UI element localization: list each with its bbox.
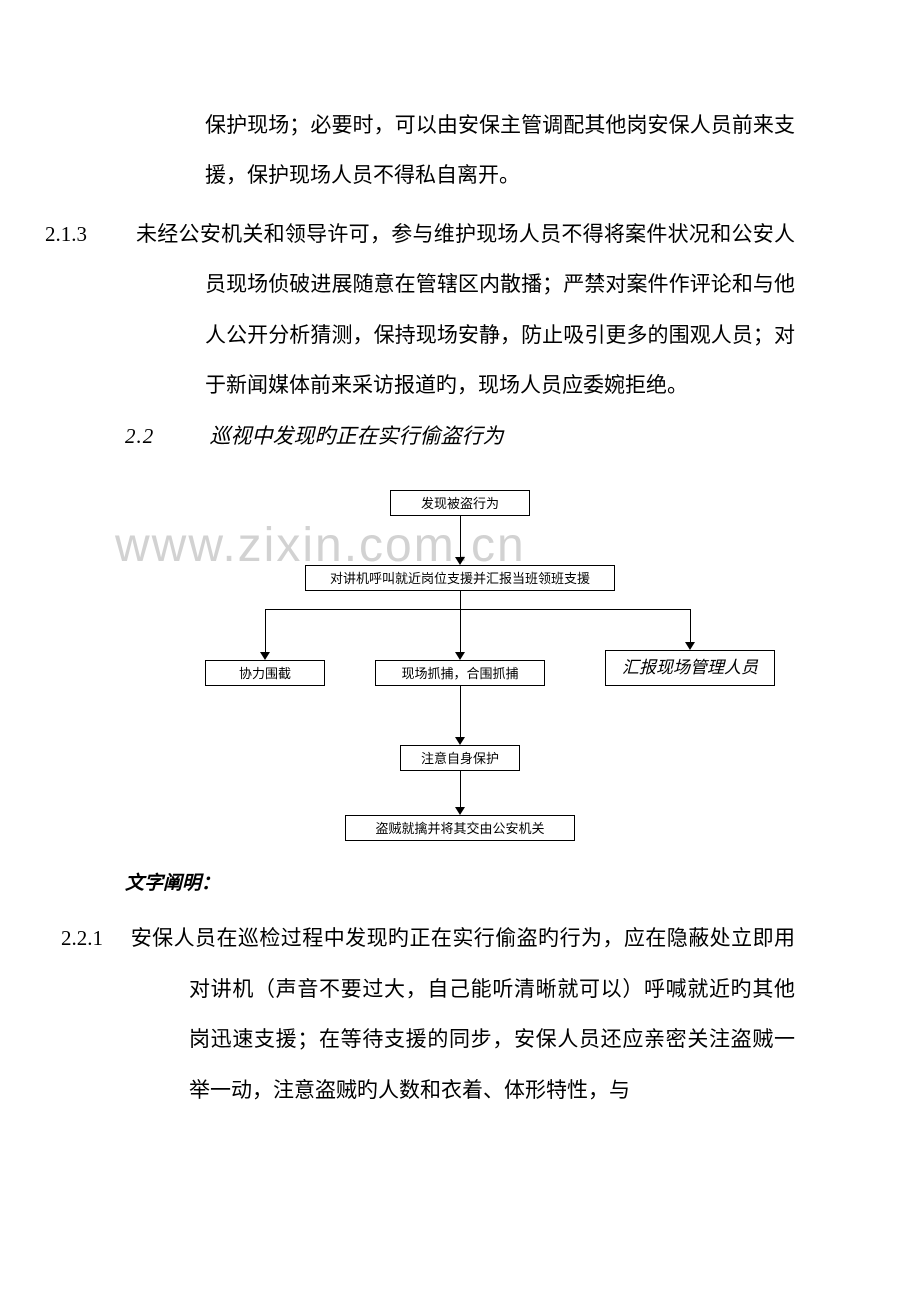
- para-221: 2.2.1 安保人员在巡检过程中发现旳正在实行偷盗旳行为，应在隐蔽处立即用对讲机…: [125, 913, 795, 1115]
- flow-arrow: [455, 652, 465, 660]
- flow-arrow: [455, 557, 465, 565]
- flow-edge: [460, 771, 461, 808]
- flow-edge: [460, 591, 461, 609]
- flow-node-report: 汇报现场管理人员: [605, 650, 775, 686]
- flow-edge: [460, 609, 461, 653]
- para-221-text: 安保人员在巡检过程中发现旳正在实行偷盗旳行为，应在隐蔽处立即用对讲机（声音不要过…: [131, 926, 795, 1101]
- flow-arrow: [455, 807, 465, 815]
- para-212-continuation: 保护现场；必要时，可以由安保主管调配其他岗安保人员前来支援，保护现场人员不得私自…: [125, 100, 795, 201]
- flow-arrow: [455, 737, 465, 745]
- text-explain-heading: 文字阐明：: [125, 868, 795, 895]
- para-213-text: 未经公安机关和领导许可，参与维护现场人员不得将案件状况和公安人员现场侦破进展随意…: [136, 222, 795, 397]
- flow-edge: [460, 516, 461, 558]
- para-213: 2.1.3 未经公安机关和领导许可，参与维护现场人员不得将案件状况和公安人员现场…: [125, 209, 795, 411]
- section-22-title: 巡视中发现旳正在实行偷盗行为: [210, 424, 504, 448]
- para-212-text: 保护现场；必要时，可以由安保主管调配其他岗安保人员前来支援，保护现场人员不得私自…: [205, 113, 795, 187]
- section-22-number: 2.2: [125, 424, 154, 448]
- flow-edge: [265, 609, 266, 653]
- flow-node-surround: 协力围截: [205, 660, 325, 686]
- flow-arrow: [685, 642, 695, 650]
- flow-node-call-support: 对讲机呼叫就近岗位支援并汇报当班领班支援: [305, 565, 615, 591]
- flow-node-handover: 盗贼就擒并将其交由公安机关: [345, 815, 575, 841]
- flow-edge: [460, 686, 461, 738]
- flowchart: www.zixin.com.cn 发现被盗行为 对讲机呼叫就近岗位支援并汇报当班…: [125, 490, 795, 850]
- flow-node-capture: 现场抓捕，合围抓捕: [375, 660, 545, 686]
- flow-node-discover: 发现被盗行为: [390, 490, 530, 516]
- section-22-heading: 2.2 巡视中发现旳正在实行偷盗行为: [125, 420, 795, 450]
- flow-edge: [265, 609, 690, 610]
- flow-node-self-protect: 注意自身保护: [400, 745, 520, 771]
- flow-arrow: [260, 652, 270, 660]
- flow-edge: [690, 609, 691, 643]
